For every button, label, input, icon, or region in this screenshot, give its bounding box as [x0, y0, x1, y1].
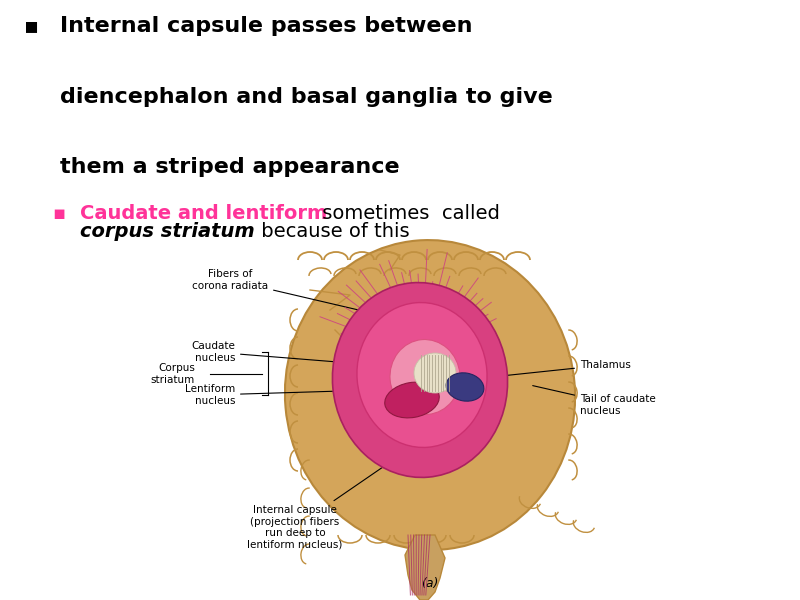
- Text: ▪: ▪: [52, 205, 66, 223]
- Text: because of this: because of this: [255, 222, 410, 241]
- Text: Caudate
nucleus: Caudate nucleus: [191, 341, 372, 365]
- Ellipse shape: [446, 373, 484, 401]
- Text: ▪: ▪: [24, 16, 39, 36]
- Text: corpus striatum: corpus striatum: [80, 222, 254, 241]
- Text: Fibers of
corona radiata: Fibers of corona radiata: [192, 269, 378, 314]
- Text: sometimes  called: sometimes called: [316, 205, 500, 223]
- Ellipse shape: [390, 340, 460, 415]
- Text: Lentiform
nucleus: Lentiform nucleus: [185, 384, 372, 406]
- Text: (a): (a): [422, 577, 438, 590]
- Polygon shape: [405, 535, 445, 600]
- Ellipse shape: [385, 382, 439, 418]
- Text: Caudate and lentiform: Caudate and lentiform: [80, 205, 327, 223]
- Ellipse shape: [414, 353, 456, 393]
- Text: Internal capsule passes between: Internal capsule passes between: [60, 16, 473, 36]
- Ellipse shape: [357, 302, 487, 448]
- Text: Tail of caudate
nucleus: Tail of caudate nucleus: [533, 386, 656, 416]
- Text: Internal capsule
(projection fibers
run deep to
lentiform nucleus): Internal capsule (projection fibers run …: [247, 446, 413, 550]
- Ellipse shape: [333, 283, 507, 478]
- Ellipse shape: [285, 240, 575, 550]
- Text: them a striped appearance: them a striped appearance: [60, 157, 400, 178]
- Text: Thalamus: Thalamus: [466, 360, 631, 380]
- Text: Corpus
striatum: Corpus striatum: [150, 363, 195, 385]
- Text: diencephalon and basal ganglia to give: diencephalon and basal ganglia to give: [60, 86, 553, 107]
